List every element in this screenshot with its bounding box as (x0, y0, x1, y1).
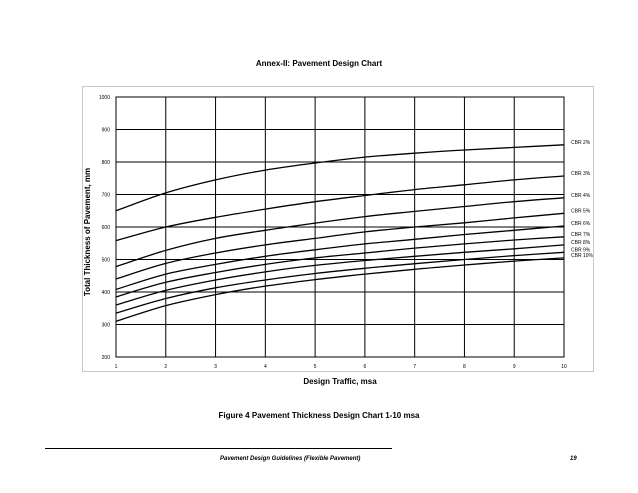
footer-text: Pavement Design Guidelines (Flexible Pav… (220, 456, 361, 462)
series-line-7 (115, 244, 565, 306)
series-line-6 (115, 236, 565, 298)
y-tick-label: 700 (102, 193, 111, 199)
footer-rule (45, 448, 392, 449)
y-tick-label: 300 (102, 323, 111, 329)
x-tick-label: 4 (264, 364, 267, 370)
series-label: CBR 2% (571, 140, 591, 146)
series-line-5 (115, 225, 565, 291)
y-tick-label: 1000 (99, 95, 110, 101)
y-tick-label: 400 (102, 290, 111, 296)
x-tick-label: 5 (314, 364, 317, 370)
grid-layer (115, 96, 565, 358)
series-line-8 (115, 251, 565, 314)
series-labels: CBR 2% CBR 3% CBR 4% CBR 5% CBR 6% CBR 7% CBR … (571, 140, 594, 259)
y-axis-title: Total Thickness of Pavement, mm (83, 168, 92, 296)
y-tick-label: 800 (102, 160, 111, 166)
series-line-2 (115, 175, 565, 242)
figure-caption: Figure 4 Pavement Thickness Design Chart… (218, 411, 420, 420)
series-label: CBR 9% (571, 247, 591, 253)
series-lines (115, 144, 565, 322)
y-tick-label: 500 (102, 258, 111, 264)
series-line-1 (115, 144, 565, 212)
y-tick-label: 200 (102, 355, 111, 361)
x-tick-label: 6 (363, 364, 366, 370)
page-number: 19 (570, 456, 577, 462)
x-tick-label: 2 (164, 364, 167, 370)
x-tick-label: 3 (214, 364, 217, 370)
x-tick-label: 10 (561, 364, 567, 370)
series-label: CBR 4% (571, 193, 591, 199)
chart-frame (82, 86, 594, 372)
series-label: CBR 7% (571, 232, 591, 238)
series-label: CBR 5% (571, 208, 591, 214)
series-line-9 (115, 257, 565, 322)
x-tick-label: 9 (513, 364, 516, 370)
y-tick-label: 600 (102, 225, 111, 231)
series-line-4 (115, 212, 565, 280)
x-tick-label: 1 (115, 364, 118, 370)
series-line-3 (115, 197, 565, 268)
series-label: CBR 6% (571, 221, 591, 227)
series-label: CBR 10% (571, 253, 594, 259)
x-axis-title: Design Traffic, msa (303, 377, 377, 386)
series-label: CBR 8% (571, 240, 591, 246)
plot-area-border (115, 96, 565, 358)
x-tick-label: 7 (413, 364, 416, 370)
y-tick-label: 900 (102, 128, 111, 134)
x-tick-label: 8 (463, 364, 466, 370)
series-label: CBR 3% (571, 171, 591, 177)
annex-title: Annex-II: Pavement Design Chart (255, 59, 383, 68)
tick-labels: 1 2 3 4 5 6 7 8 9 10 200 300 400 500 600 700 800 900 1000 (99, 95, 567, 370)
